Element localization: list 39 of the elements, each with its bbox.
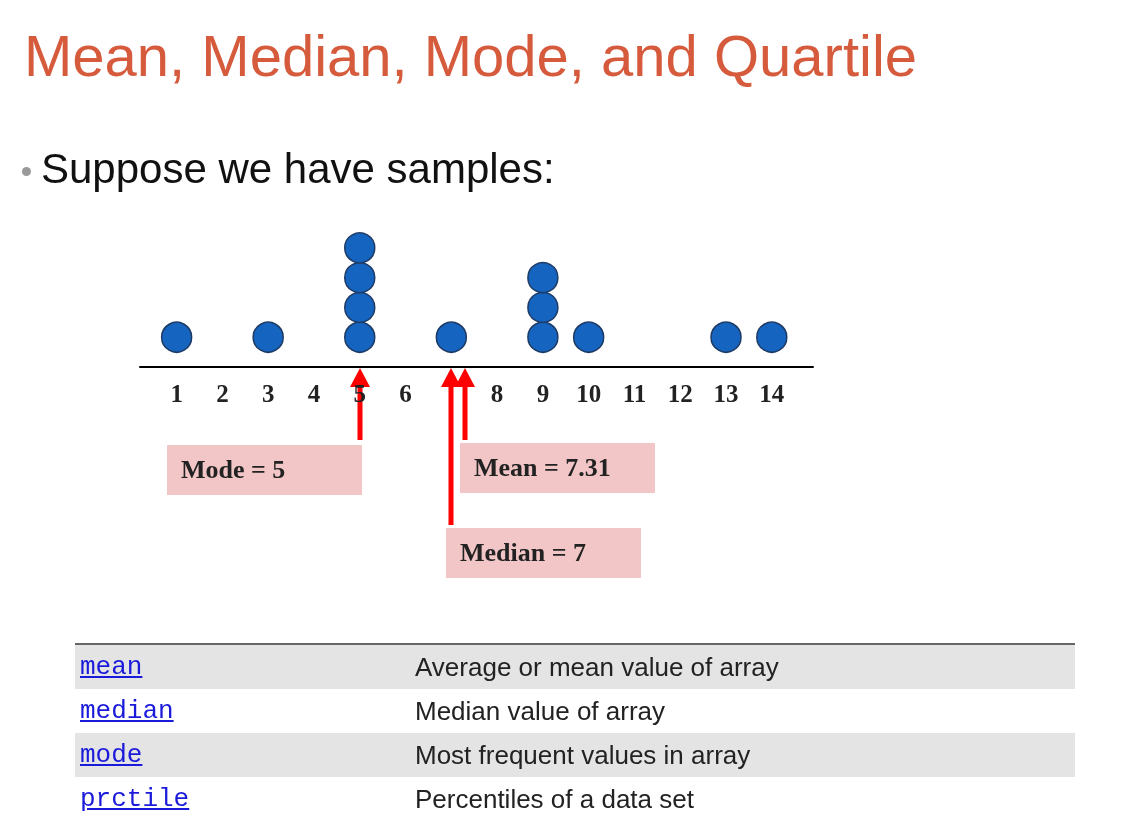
x-tick-label: 14 — [759, 380, 785, 407]
text: median — [79, 695, 175, 728]
x-tick-label: 13 — [713, 380, 739, 407]
point — [344, 261, 376, 294]
x-tick-label: 12 — [667, 380, 693, 407]
x-tick-label: 6 — [399, 380, 412, 407]
text: prctile — [79, 783, 191, 816]
point — [344, 291, 376, 324]
x-tick-label: 10 — [576, 380, 602, 407]
point — [710, 321, 742, 353]
point — [344, 321, 376, 353]
x-tick-label: 2 — [216, 380, 229, 407]
point — [572, 321, 605, 353]
text: Percentiles of a data set — [414, 782, 695, 816]
x-tick-label: 8 — [490, 380, 504, 407]
chart-title: Mean, Median, Mode, and Quartile — [24, 22, 918, 89]
x-tick-label: 4 — [307, 380, 321, 407]
text: Mode = 5 — [167, 445, 362, 495]
point — [252, 321, 284, 353]
text: Median = 7 — [446, 528, 641, 578]
point — [756, 321, 788, 353]
text: Most frequent values in array — [410, 733, 1075, 777]
point — [527, 261, 559, 294]
x-tick-label: 9 — [536, 380, 550, 407]
x-tick-label: 3 — [261, 380, 275, 407]
text: Average or mean value of array — [410, 644, 1075, 689]
x-tick-label: 11 — [622, 380, 647, 407]
x-tick-label: 5 — [353, 380, 367, 407]
point — [160, 321, 193, 353]
point — [527, 321, 559, 353]
point — [527, 291, 559, 324]
text: Median value of array — [414, 694, 667, 728]
x-tick-label: 1 — [170, 380, 183, 407]
chart-subtitle: Suppose we have samples: — [41, 145, 555, 192]
point — [435, 321, 468, 353]
point — [344, 232, 376, 264]
text: mean — [75, 644, 410, 689]
text: mode — [75, 733, 410, 777]
text: Mean = 7.31 — [460, 443, 655, 493]
